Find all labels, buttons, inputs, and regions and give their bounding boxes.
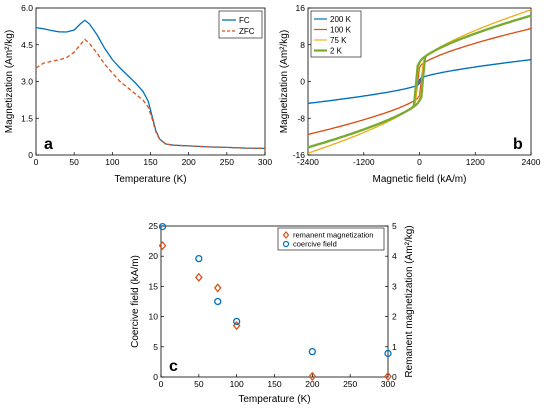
panel-a-y-tick-label: 0 xyxy=(28,150,33,160)
panel-b-x-tick-label: 0 xyxy=(417,157,422,167)
panel-b-x-tick-label: -2400 xyxy=(297,157,319,167)
panel-c-remanent-magnetization-point xyxy=(158,241,167,251)
panel-b-y-tick-label: 16 xyxy=(296,3,306,13)
panel-a-series-fc-line xyxy=(35,19,266,150)
panel-a-x-tick-label: 250 xyxy=(220,157,234,167)
panel-a-y-axis-label: Magnetization (Am²/kg) xyxy=(4,30,15,133)
panel-b-x-tick-label: -1200 xyxy=(353,157,375,167)
panel-b-series-2k-down-branch xyxy=(307,14,532,149)
panel-a-x-tick-label: 50 xyxy=(69,157,79,167)
panel-b-legend-label: 2 K xyxy=(330,47,343,56)
panel-a-legend-box xyxy=(218,10,263,39)
panel-a-x-tick-label: 150 xyxy=(143,157,157,167)
panel-a-x-tick-label: 300 xyxy=(258,157,272,167)
panel-b-ticks: -2400 -1200 0 1200 2400 -16 -8 0 8 16 xyxy=(293,3,541,167)
panel-b-y-tick-label: -8 xyxy=(297,113,305,123)
panel-b-series-200k-down-branch xyxy=(307,59,532,104)
panel-c-coercive-field-point xyxy=(195,254,203,263)
panel-b-x-tick-label: 1200 xyxy=(466,157,485,167)
panel-c-left-y-tick-label: 15 xyxy=(149,281,159,291)
panel-b-y-axis-label: Magnetization (Am²/kg) xyxy=(279,30,290,133)
panel-a-x-axis-label: Temperature (K) xyxy=(114,174,186,185)
panel-b-series xyxy=(307,9,532,154)
panel-b: -2400 -1200 0 1200 2400 -16 -8 0 8 16 200 K 100 K7… xyxy=(279,3,541,185)
panel-c-right-y-tick-label: 1 xyxy=(392,342,397,352)
panel-c-remanent-magnetization-point xyxy=(308,371,317,382)
panel-a-y-tick-label: 1.5 xyxy=(21,113,33,123)
panel-a-x-tick-label: 100 xyxy=(105,157,119,167)
panel-a-series xyxy=(35,19,266,150)
panel-c-left-y-axis-label: Coercive field (kA/m) xyxy=(130,255,141,348)
panel-c-right-y-axis-label: Remanent magnetization (Am²/kg) xyxy=(404,225,415,377)
panel-c-x-axis-label: Temperature (K) xyxy=(238,394,310,405)
panel-c-x-tick-label: 300 xyxy=(381,379,395,389)
panel-c-remanent-magnetization-point xyxy=(384,371,392,382)
panel-c-right-y-tick-label: 2 xyxy=(392,312,397,322)
panel-c-x-tick-label: 200 xyxy=(305,379,319,389)
panel-b-legend-label: 200 K xyxy=(330,15,352,24)
panel-a-label: a xyxy=(44,136,53,153)
panel-c-legend-circle-marker xyxy=(282,240,290,248)
panel-c-legend-label: coercive field xyxy=(293,240,337,249)
panel-a-ticks: 0 50 100 150 200 250 300 0 1.5 3.0 4.5 6.0 xyxy=(21,3,272,167)
panel-c-x-tick-label: 50 xyxy=(194,379,204,389)
panel-b-y-tick-label: 0 xyxy=(300,77,305,87)
panel-b-label: b xyxy=(513,136,523,153)
panel-a: 0 50 100 150 200 250 300 0 1.5 3.0 4.5 6.0 FC ZFC Te… xyxy=(4,3,272,185)
panel-c-remanent-magnetization-point xyxy=(194,272,203,282)
panel-c-right-y-tick-label: 0 xyxy=(392,372,397,382)
panel-a-legend: FC ZFC xyxy=(218,10,263,39)
panel-c-legend-diamond-marker xyxy=(282,231,290,239)
panel-a-y-tick-label: 4.5 xyxy=(21,40,33,50)
panel-b-legend-label: 100 K xyxy=(330,26,352,35)
panel-b-legend-label: 75 K xyxy=(330,36,347,45)
panel-b-x-tick-label: 2400 xyxy=(522,157,541,167)
panel-c-coercive-field-point xyxy=(384,349,392,358)
panel-a-y-tick-label: 6.0 xyxy=(21,3,33,13)
panel-a-series-zfc-line xyxy=(35,38,266,150)
panel-b-series-100k-down-branch xyxy=(307,28,532,135)
panel-c-legend-box xyxy=(277,227,385,251)
panel-c-left-y-tick-label: 0 xyxy=(153,372,158,382)
panel-b-y-tick-label: 8 xyxy=(300,40,305,50)
panel-c-coercive-field-point xyxy=(158,222,167,231)
panel-c-left-y-tick-label: 10 xyxy=(149,312,159,322)
panel-c-x-tick-label: 150 xyxy=(267,379,281,389)
panel-c-right-y-tick-label: 5 xyxy=(392,221,397,231)
panel-c-series xyxy=(158,222,392,382)
panel-b-y-tick-label: -16 xyxy=(293,150,306,160)
panel-c-left-y-tick-label: 5 xyxy=(153,342,158,352)
panel-c-coercive-field-point xyxy=(233,317,241,326)
panel-c-left-y-tick-label: 20 xyxy=(149,251,159,261)
panel-c-coercive-field-point xyxy=(214,297,222,306)
panel-a-x-tick-label: 200 xyxy=(182,157,196,167)
panel-a-legend-label: FC xyxy=(239,16,250,25)
panel-c-x-tick-label: 0 xyxy=(159,379,164,389)
panel-b-x-axis-label: Magnetic field (kA/m) xyxy=(373,174,467,185)
panel-a-y-tick-label: 3.0 xyxy=(21,77,33,87)
panel-c-x-tick-label: 100 xyxy=(230,379,244,389)
panel-c-label: c xyxy=(169,358,178,375)
panel-c-right-y-tick-label: 4 xyxy=(392,251,397,261)
panel-c-left-y-tick-label: 25 xyxy=(149,221,159,231)
panel-a-legend-label: ZFC xyxy=(239,27,255,36)
panel-c-right-y-tick-label: 3 xyxy=(392,281,397,291)
panel-c-legend-label: remanent magnetization xyxy=(293,231,373,240)
panel-b-legend: 200 K 100 K75 K 2 K xyxy=(310,10,362,58)
panel-c-remanent-magnetization-point xyxy=(213,283,222,293)
panel-c-x-tick-label: 250 xyxy=(343,379,357,389)
panel-c-coercive-field-point xyxy=(308,347,316,356)
panel-a-x-tick-label: 0 xyxy=(34,157,39,167)
